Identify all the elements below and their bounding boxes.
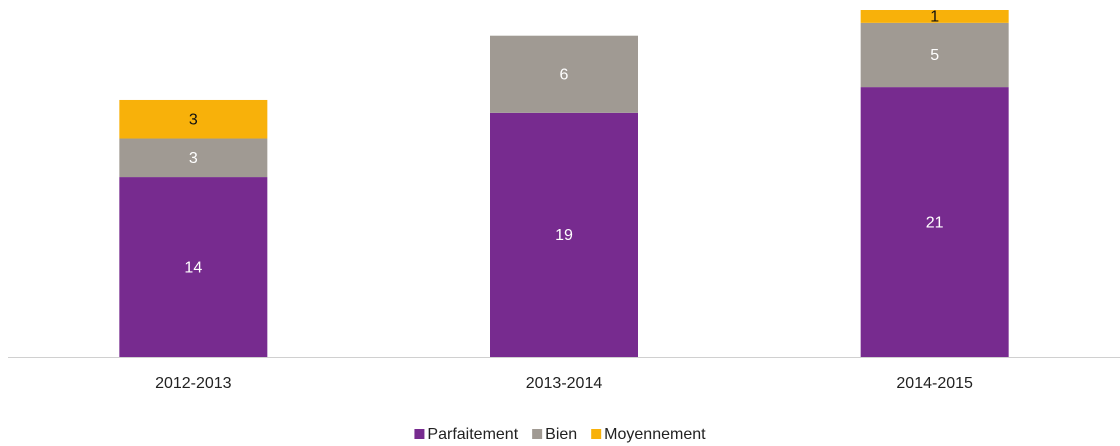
data-label: 6 bbox=[560, 66, 569, 83]
bar-segment bbox=[119, 138, 268, 178]
bar-segment bbox=[119, 99, 268, 139]
legend: Parfaitement Bien Moyennement bbox=[414, 426, 706, 443]
legend-swatch bbox=[591, 429, 602, 439]
data-label: 14 bbox=[184, 259, 202, 276]
bar-segment bbox=[490, 35, 638, 113]
data-label: 3 bbox=[189, 111, 198, 128]
x-tick-label: 2014-2015 bbox=[896, 375, 973, 392]
data-label: 3 bbox=[189, 150, 198, 167]
legend-label: Parfaitement bbox=[427, 426, 518, 443]
bar-segment bbox=[860, 87, 1009, 357]
bar-segment bbox=[119, 177, 268, 357]
data-label: 21 bbox=[926, 214, 944, 231]
bar-segment bbox=[860, 10, 1009, 23]
data-label: 1 bbox=[930, 9, 939, 26]
x-tick-label: 2012-2013 bbox=[155, 375, 232, 392]
data-label: 19 bbox=[555, 227, 573, 244]
bar-segment bbox=[860, 22, 1009, 88]
data-label: 5 bbox=[930, 47, 939, 64]
legend-swatch bbox=[414, 429, 425, 439]
x-tick-label: 2013-2014 bbox=[526, 375, 603, 392]
bar-segment bbox=[490, 112, 638, 357]
legend-label: Bien bbox=[545, 426, 577, 443]
legend-label: Moyennement bbox=[604, 426, 706, 443]
legend-swatch bbox=[532, 429, 543, 439]
